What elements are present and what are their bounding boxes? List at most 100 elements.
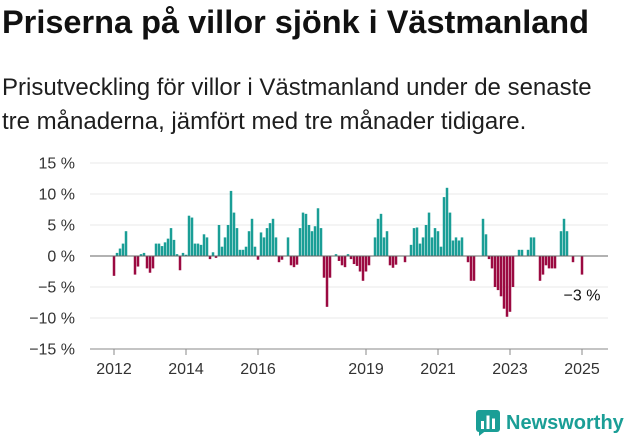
bar: [121, 243, 125, 256]
bar: [199, 244, 203, 256]
bar: [364, 256, 368, 272]
bar: [313, 226, 317, 256]
bar: [496, 256, 500, 291]
x-axis: 2012 2014 2016 2019 2021 2023 2025: [90, 348, 608, 378]
bar: [454, 237, 458, 256]
bar: [256, 256, 260, 260]
bar: [391, 256, 395, 268]
bar: [322, 256, 326, 278]
bar: [241, 249, 245, 256]
bar: [172, 239, 176, 256]
bar: [343, 256, 347, 268]
annotation-label: −3 %: [564, 288, 601, 305]
bar: [469, 256, 473, 281]
bar: [244, 246, 248, 256]
bar: [361, 256, 365, 281]
bar: [490, 256, 494, 269]
bar: [217, 225, 221, 256]
bar: [292, 256, 296, 268]
bar: [145, 256, 149, 269]
bar: [184, 254, 188, 256]
bar: [376, 218, 380, 256]
bar: [160, 246, 164, 256]
bar: [580, 256, 584, 275]
bar: [319, 228, 323, 256]
bar: [337, 256, 341, 261]
bar: [409, 244, 413, 256]
bar: [466, 256, 470, 263]
bar: [430, 237, 434, 256]
bar: [232, 212, 236, 256]
bar: [133, 256, 137, 275]
bar: [382, 237, 386, 256]
bar: [328, 256, 332, 278]
bar: [211, 252, 215, 256]
bar: [427, 212, 431, 256]
bar: [163, 242, 167, 256]
y-tick-label: 15 %: [39, 156, 75, 173]
bar: [112, 256, 116, 276]
bar: [457, 240, 461, 256]
x-tick-label: 2016: [240, 361, 276, 378]
bar: [421, 237, 425, 256]
bar: [520, 249, 524, 256]
y-tick-label: 0 %: [47, 249, 75, 266]
bar: [247, 231, 251, 256]
bar: [154, 243, 158, 256]
bar: [205, 237, 209, 256]
bar: [547, 256, 551, 269]
bar: [550, 256, 554, 269]
bar: [301, 212, 305, 256]
bar: [220, 246, 224, 256]
y-tick-label: 10 %: [39, 187, 75, 204]
bar: [316, 208, 320, 256]
bar: [124, 231, 128, 256]
bar: [223, 237, 227, 256]
brand-name: Newsworthy: [506, 412, 624, 434]
bar: [193, 243, 197, 256]
chart-title: Priserna på villor sjönk i Västmanland: [2, 4, 590, 40]
bar: [289, 256, 293, 266]
x-tick-label: 2021: [420, 361, 456, 378]
bar: [208, 256, 212, 260]
bar: [526, 249, 530, 256]
bar: [505, 256, 509, 317]
bar: [151, 256, 155, 269]
bar: [571, 256, 575, 263]
bar: [559, 231, 563, 256]
bar: [238, 249, 242, 256]
bar: [253, 246, 257, 256]
bar: [325, 256, 329, 307]
bar: [310, 231, 314, 256]
bar: [196, 243, 200, 256]
bar: [298, 228, 302, 256]
bar: [349, 256, 353, 260]
bar: [445, 187, 449, 256]
chart-subtitle: Prisutveckling för villor i Västmanland …: [2, 74, 592, 135]
bar: [394, 256, 398, 265]
bar: [388, 256, 392, 266]
bar: [178, 256, 182, 271]
bar: [334, 254, 338, 256]
bar: [136, 256, 140, 267]
bar: [262, 237, 266, 256]
bar: [541, 256, 545, 275]
bar: [355, 256, 359, 266]
bar: [379, 213, 383, 256]
bar: [142, 252, 146, 256]
bar: [304, 213, 308, 256]
bar: [265, 228, 269, 256]
bar: [487, 256, 491, 260]
grid-lines: [90, 162, 608, 319]
bar: [214, 256, 218, 258]
bar: [340, 256, 344, 266]
bar: [235, 228, 239, 256]
bar: [148, 256, 152, 273]
bar: [346, 254, 350, 256]
bar: [166, 238, 170, 256]
bar: [157, 243, 161, 256]
bars: [112, 187, 584, 317]
bar: [532, 237, 536, 256]
bar: [442, 197, 446, 256]
bar: [502, 256, 506, 309]
